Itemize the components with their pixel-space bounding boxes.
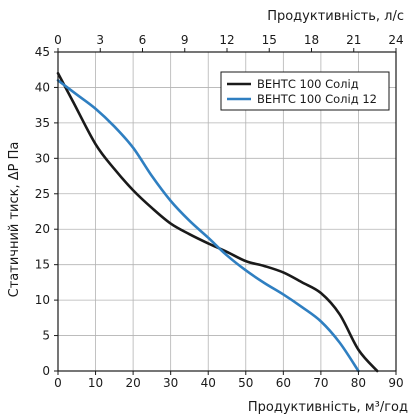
y-tick-label: 20	[35, 222, 50, 236]
legend-box	[220, 71, 390, 111]
x2-tick-label: 21	[346, 33, 361, 47]
x-tick-label: 10	[88, 376, 103, 390]
x2-tick-label: 18	[304, 33, 319, 47]
x-tick-label: 0	[54, 376, 62, 390]
x-tick-label: 60	[276, 376, 291, 390]
series-line-vents-100-solid-12	[56, 79, 360, 373]
legend: ВЕНТС 100 Солід ВЕНТС 100 Солід 12	[220, 71, 390, 111]
x2-tick-label: 3	[96, 33, 104, 47]
y-tick-label: 25	[35, 187, 50, 201]
x-tick-label: 20	[125, 376, 140, 390]
x-tick-label: 30	[163, 376, 178, 390]
y-tick-label: 0	[42, 364, 50, 378]
x2-tick-label: 12	[219, 33, 234, 47]
y-tick-label: 35	[35, 116, 50, 130]
legend-label-vents-100-solid-12: ВЕНТС 100 Солід 12	[257, 92, 377, 106]
x2-tick-label: 0	[54, 33, 62, 47]
bottom-axis-title: Продуктивність, м³/год	[248, 400, 408, 415]
top-axis-title: Продуктивність, л/с	[267, 9, 404, 24]
x2-tick-label: 15	[262, 33, 277, 47]
x-tick-label: 50	[238, 376, 253, 390]
x2-tick-label: 6	[139, 33, 147, 47]
y-tick-label: 5	[42, 329, 50, 343]
x2-tick-label: 9	[181, 33, 189, 47]
y-tick-label: 45	[35, 45, 50, 59]
y-tick-label: 10	[35, 293, 50, 307]
x-tick-label: 80	[351, 376, 366, 390]
x-tick-label: 90	[388, 376, 403, 390]
series-layer	[56, 71, 379, 373]
x-tick-label: 70	[313, 376, 328, 390]
x2-tick-label: 24	[388, 33, 403, 47]
x-tick-label: 40	[201, 376, 216, 390]
y-tick-label: 15	[35, 258, 50, 272]
y-tick-label: 40	[35, 80, 50, 94]
ticks-layer: 0 10 20 30 40 50 60 70 80 90 0 5 10 15 20 25 30 35 40 45 0 3 6…	[35, 33, 404, 390]
legend-label-vents-100-solid: ВЕНТС 100 Солід	[257, 77, 359, 91]
y-tick-label: 30	[35, 151, 50, 165]
y-axis-title: Статичний тиск, ΔР Па	[7, 142, 22, 298]
